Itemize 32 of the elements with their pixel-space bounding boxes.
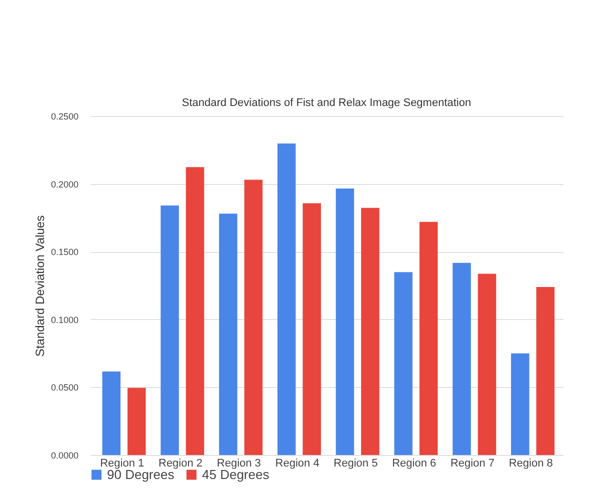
x-tick-label: Region 8 (508, 458, 553, 470)
y-axis-title: Standard Deviation Values (32, 215, 47, 357)
x-tick-label: Region 4 (275, 458, 320, 470)
bar (102, 371, 121, 455)
x-tick-label: Region 3 (216, 458, 261, 470)
x-tick-label: Region 7 (450, 458, 495, 470)
y-tick-label: 0.2500 (50, 112, 78, 122)
bar (302, 203, 321, 455)
y-tick-label: 0.2000 (50, 179, 78, 190)
bar (536, 286, 555, 455)
bar (186, 167, 204, 455)
bar (277, 144, 296, 455)
bar (361, 208, 380, 455)
y-tick-label: 0.0500 (50, 382, 78, 393)
bar (419, 222, 438, 455)
x-tick-label: Region 5 (334, 458, 378, 470)
bar (511, 353, 530, 455)
bar (394, 272, 412, 455)
y-tick-label: 0.0000 (50, 450, 78, 460)
bar (160, 205, 179, 455)
bar (244, 180, 263, 455)
x-tick-label: Region 6 (392, 458, 436, 470)
chart-title: Standard Deviations of Fist and Relax Image Segmentation (182, 97, 472, 109)
x-tick-label: Region 1 (100, 458, 144, 470)
bar (219, 214, 238, 455)
y-tick-label: 0.1000 (50, 314, 78, 325)
bar (452, 262, 471, 455)
y-tick-label: 0.1500 (50, 247, 78, 258)
bar (336, 188, 354, 455)
x-tick-label: Region 2 (158, 458, 203, 470)
bar (478, 274, 496, 455)
bar (128, 388, 146, 455)
